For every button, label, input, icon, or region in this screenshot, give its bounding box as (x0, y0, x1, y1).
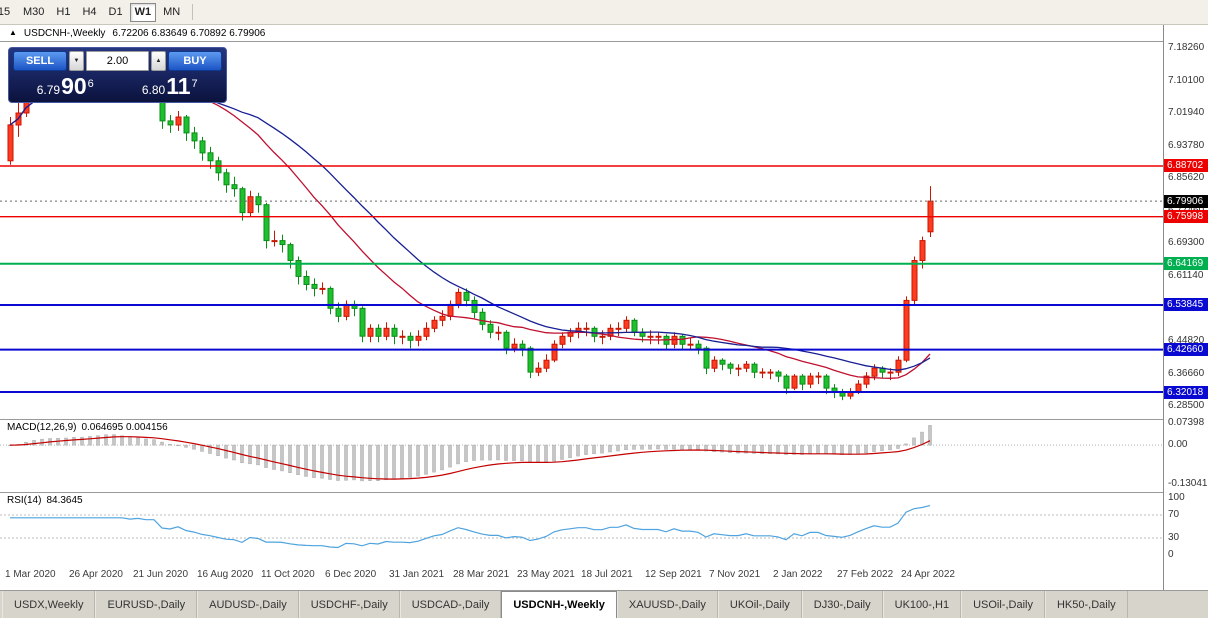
lot-decrease-button[interactable]: ▼ (69, 51, 84, 71)
timeframe-button-w1[interactable]: W1 (129, 2, 157, 22)
price-axis-label: 6.36660 (1168, 367, 1205, 379)
trade-panel-controls: SELL ▼ ▲ BUY (13, 51, 222, 71)
chart-tab-usdx-weekly[interactable]: USDX,Weekly (2, 591, 96, 618)
timeframe-button-h4[interactable]: H4 (77, 3, 101, 22)
price-axis-label: 7.10100 (1168, 74, 1205, 86)
rsi-value: 84.3645 (46, 495, 83, 506)
current-price-label: 6.79906 (1164, 194, 1208, 208)
macd-indicator-label: MACD(12,26,9) 0.064695 0.004156 (7, 422, 168, 433)
ask-price: 6.80 11 7 (118, 72, 223, 99)
chart-tab-xauusd-daily[interactable]: XAUUSD-,Daily (616, 591, 718, 618)
ma-lines-group (9, 85, 931, 379)
time-axis-label: 26 Apr 2020 (69, 569, 123, 580)
chart-icon: ▲ (9, 28, 17, 37)
time-axis-label: 31 Jan 2021 (389, 569, 445, 580)
time-axis-label: 28 Mar 2021 (453, 569, 510, 580)
macd-group (8, 425, 932, 482)
price-axis-label: 6.28500 (1168, 400, 1205, 412)
chart-window: ▲ USDCNH-,Weekly 6.72206 6.83649 6.70892… (0, 25, 1208, 590)
rsi-axis-label: 0 (1168, 549, 1174, 561)
timeframe-button-h1[interactable]: H1 (51, 3, 75, 22)
toolbar-separator (192, 4, 194, 20)
one-click-trading-panel: SELL ▼ ▲ BUY 6.79 90 6 6.80 11 7 (8, 47, 227, 103)
chart-tab-uk100-h1[interactable]: UK100-,H1 (882, 591, 962, 618)
hline-price-label: 6.32018 (1164, 385, 1208, 399)
macd-values: 0.064695 0.004156 (81, 422, 168, 433)
bid-price-sup: 6 (87, 77, 94, 90)
indicator-level-lines (0, 444, 1163, 539)
macd-axis-label: 0.07398 (1168, 417, 1205, 429)
ask-price-sup: 7 (191, 77, 198, 90)
time-axis-label: 23 May 2021 (517, 569, 575, 580)
time-axis-label: 1 Mar 2020 (5, 569, 56, 580)
hline-price-label: 6.88702 (1164, 159, 1208, 173)
timeframe-toolbar: 15 M30 H1 H4 D1 W1 MN (0, 0, 1208, 25)
rsi-axis-label: 70 (1168, 508, 1180, 520)
chart-tab-hk50-daily[interactable]: HK50-,Daily (1044, 591, 1128, 618)
chart-tab-ukoil-daily[interactable]: UKOil-,Daily (717, 591, 802, 618)
price-axis[interactable]: 7.182607.101007.019406.937806.856206.774… (1163, 25, 1208, 590)
macd-axis-label: 0.00 (1168, 439, 1188, 451)
rsi-indicator-label: RSI(14) 84.3645 (7, 495, 83, 506)
time-axis-label: 2 Jan 2022 (773, 569, 823, 580)
time-axis-label: 21 Jun 2020 (133, 569, 189, 580)
time-axis-label: 18 Jul 2021 (581, 569, 633, 580)
price-chart-svg[interactable] (0, 25, 1163, 562)
timeframe-button-m30[interactable]: M30 (18, 3, 49, 22)
time-axis-label: 11 Oct 2020 (261, 569, 315, 580)
trade-panel-quotes: 6.79 90 6 6.80 11 7 (13, 73, 222, 99)
rsi-name: RSI(14) (7, 495, 42, 506)
time-axis-label: 6 Dec 2020 (325, 569, 377, 580)
hline-price-label: 6.75998 (1164, 210, 1208, 224)
rsi-group (10, 505, 931, 549)
chart-symbol-title: USDCNH-,Weekly (23, 27, 106, 39)
chart-ohlc-values: 6.72206 6.83649 6.70892 6.79906 (112, 27, 266, 39)
price-axis-label: 6.69300 (1168, 237, 1205, 249)
macd-name: MACD(12,26,9) (7, 422, 77, 433)
rsi-axis-label: 30 (1168, 532, 1180, 544)
chart-tab-audusd-daily[interactable]: AUDUSD-,Daily (197, 591, 299, 618)
chart-title-bar: ▲ USDCNH-,Weekly 6.72206 6.83649 6.70892… (0, 25, 1163, 42)
lot-size-input[interactable] (86, 51, 149, 71)
chart-tab-usdchf-daily[interactable]: USDCHF-,Daily (298, 591, 400, 618)
price-axis-label: 7.18260 (1168, 42, 1205, 54)
ask-price-small: 6.80 (141, 82, 166, 97)
hlines-group (0, 165, 1163, 393)
price-axis-label: 6.61140 (1168, 269, 1204, 281)
price-axis-label: 6.44820 (1168, 334, 1205, 346)
timeframe-button-mn[interactable]: MN (158, 3, 185, 22)
hline-price-label: 6.64169 (1164, 257, 1208, 271)
sell-button[interactable]: SELL (13, 51, 67, 71)
rsi-axis-label: 100 (1168, 491, 1185, 503)
chart-tab-eurusd-daily[interactable]: EURUSD-,Daily (95, 591, 198, 618)
price-axis-label: 6.93780 (1168, 139, 1205, 151)
hline-price-label: 6.53845 (1164, 298, 1208, 312)
time-axis-label: 7 Nov 2021 (709, 569, 761, 580)
chart-tab-usdcad-daily[interactable]: USDCAD-,Daily (399, 591, 502, 618)
hline-price-label: 6.42660 (1164, 343, 1208, 357)
macd-axis-label: -0.13041 (1168, 477, 1208, 489)
timeframe-button-15[interactable]: 15 (0, 3, 16, 22)
ask-price-big: 11 (166, 72, 191, 99)
chart-tab-dj30-daily[interactable]: DJ30-,Daily (801, 591, 883, 618)
chart-tab-usdcnh-weekly[interactable]: USDCNH-,Weekly (501, 591, 617, 618)
time-axis-label: 16 Aug 2020 (197, 569, 254, 580)
bid-price-big: 90 (61, 72, 87, 99)
bid-price: 6.79 90 6 (13, 72, 118, 99)
chart-tab-usoil-daily[interactable]: USOil-,Daily (961, 591, 1045, 618)
pane-dividers (0, 419, 1163, 493)
chart-tabs-bar: USDX,Weekly EURUSD-,Daily AUDUSD-,Daily USD… (0, 590, 1208, 618)
bid-price-small: 6.79 (36, 82, 61, 97)
timeframe-button-d1[interactable]: D1 (104, 3, 128, 22)
time-axis[interactable]: 1 Mar 2020 26 Apr 2020 21 Jun 2020 16 Aug 2… (0, 562, 1163, 590)
time-axis-label: 27 Feb 2022 (837, 569, 894, 580)
price-axis-label: 7.01940 (1168, 107, 1205, 119)
time-axis-label: 24 Apr 2022 (901, 569, 955, 580)
lot-increase-button[interactable]: ▲ (151, 51, 166, 71)
price-axis-label: 6.85620 (1168, 172, 1205, 184)
buy-button[interactable]: BUY (168, 51, 222, 71)
time-axis-label: 12 Sep 2021 (645, 569, 702, 580)
